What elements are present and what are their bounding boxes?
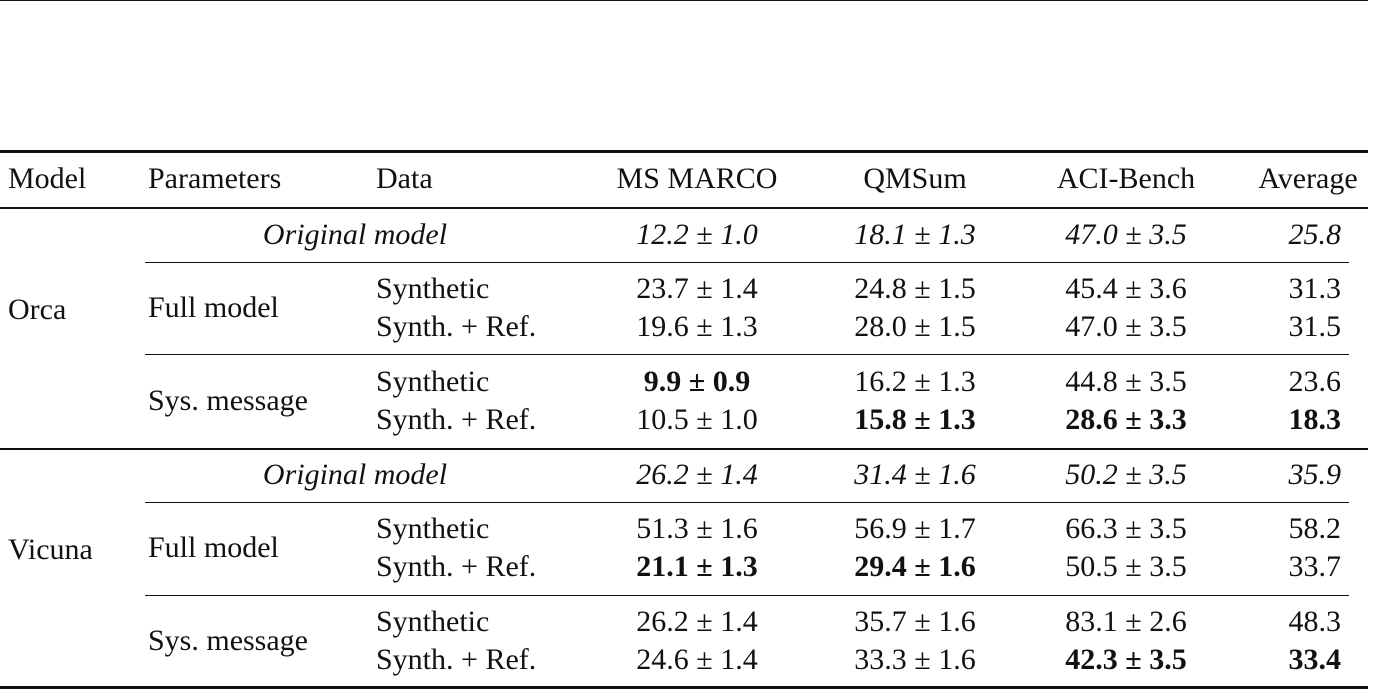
ms-marco-cell: 19.6 ± 1.3 [636, 310, 758, 343]
ms-marco-cell: 51.3 ± 1.6 [636, 512, 758, 545]
aci-bench-cell: 66.3 ± 3.5 [1065, 512, 1187, 545]
average-cell-best: 18.3 [1288, 403, 1342, 436]
original-model-label: Original model [262, 458, 448, 491]
header-ms-marco: MS MARCO [616, 162, 778, 195]
orca-subgroup-rule-1 [145, 262, 1349, 263]
ms-marco-cell-best: 9.9 ± 0.9 [643, 365, 751, 398]
data-cell: Synth. + Ref. [376, 403, 537, 436]
qmsum-cell-best: 15.8 ± 1.3 [854, 403, 976, 436]
average-cell: 31.3 [1288, 272, 1342, 305]
table-header-rule [0, 207, 1368, 209]
header-aci-bench: ACI-Bench [1056, 162, 1196, 195]
original-aci-bench: 50.2 ± 3.5 [1065, 458, 1187, 491]
data-cell: Synth. + Ref. [376, 550, 537, 583]
data-cell: Synthetic [376, 512, 490, 545]
data-cell: Synthetic [376, 605, 490, 638]
original-qmsum: 18.1 ± 1.3 [854, 218, 976, 251]
header-qmsum: QMSum [863, 162, 967, 195]
data-cell: Synth. + Ref. [376, 310, 537, 343]
aci-bench-cell: 44.8 ± 3.5 [1065, 365, 1187, 398]
ms-marco-cell: 26.2 ± 1.4 [636, 605, 758, 638]
original-ms-marco: 26.2 ± 1.4 [636, 458, 758, 491]
parameters-cell: Full model [148, 531, 279, 564]
table-group-rule [0, 448, 1368, 450]
average-cell: 33.7 [1288, 550, 1342, 583]
original-aci-bench: 47.0 ± 3.5 [1065, 218, 1187, 251]
vicuna-subgroup-rule-2 [145, 595, 1349, 596]
ms-marco-cell-best: 21.1 ± 1.3 [636, 550, 758, 583]
ms-marco-cell: 10.5 ± 1.0 [636, 403, 758, 436]
aci-bench-cell: 50.5 ± 3.5 [1065, 550, 1187, 583]
table-bottom-rule [0, 686, 1368, 689]
aci-bench-cell-best: 28.6 ± 3.3 [1065, 403, 1187, 436]
original-average: 25.8 [1288, 218, 1342, 251]
original-qmsum: 31.4 ± 1.6 [854, 458, 976, 491]
average-cell: 48.3 [1288, 605, 1342, 638]
data-cell: Synthetic [376, 272, 490, 305]
qmsum-cell: 16.2 ± 1.3 [854, 365, 976, 398]
average-cell: 31.5 [1288, 310, 1342, 343]
parameters-cell: Full model [148, 291, 279, 324]
original-average: 35.9 [1288, 458, 1342, 491]
header-data: Data [376, 162, 433, 195]
ms-marco-cell: 24.6 ± 1.4 [636, 643, 758, 676]
data-cell: Synthetic [376, 365, 490, 398]
original-model-label: Original model [262, 218, 448, 251]
parameters-cell: Sys. message [148, 624, 308, 657]
parameters-cell: Sys. message [148, 384, 308, 417]
header-average: Average [1258, 162, 1358, 195]
aci-bench-cell-best: 42.3 ± 3.5 [1065, 643, 1187, 676]
top-edge-line [0, 0, 1368, 1]
aci-bench-cell: 45.4 ± 3.6 [1065, 272, 1187, 305]
ms-marco-cell: 23.7 ± 1.4 [636, 272, 758, 305]
qmsum-cell-best: 29.4 ± 1.6 [854, 550, 976, 583]
header-parameters: Parameters [148, 162, 282, 195]
aci-bench-cell: 83.1 ± 2.6 [1065, 605, 1187, 638]
vicuna-subgroup-rule-1 [145, 502, 1349, 503]
table-top-rule [0, 150, 1368, 153]
average-cell: 23.6 [1288, 365, 1342, 398]
group-model-vicuna: Vicuna [8, 533, 93, 566]
qmsum-cell: 35.7 ± 1.6 [854, 605, 976, 638]
qmsum-cell: 28.0 ± 1.5 [854, 310, 976, 343]
average-cell: 58.2 [1288, 512, 1342, 545]
orca-subgroup-rule-2 [145, 354, 1349, 355]
aci-bench-cell: 47.0 ± 3.5 [1065, 310, 1187, 343]
average-cell-best: 33.4 [1288, 643, 1342, 676]
data-cell: Synth. + Ref. [376, 643, 537, 676]
qmsum-cell: 33.3 ± 1.6 [854, 643, 976, 676]
qmsum-cell: 56.9 ± 1.7 [854, 512, 976, 545]
qmsum-cell: 24.8 ± 1.5 [854, 272, 976, 305]
header-model: Model [8, 162, 87, 195]
group-model-orca: Orca [8, 293, 67, 326]
original-ms-marco: 12.2 ± 1.0 [636, 218, 758, 251]
